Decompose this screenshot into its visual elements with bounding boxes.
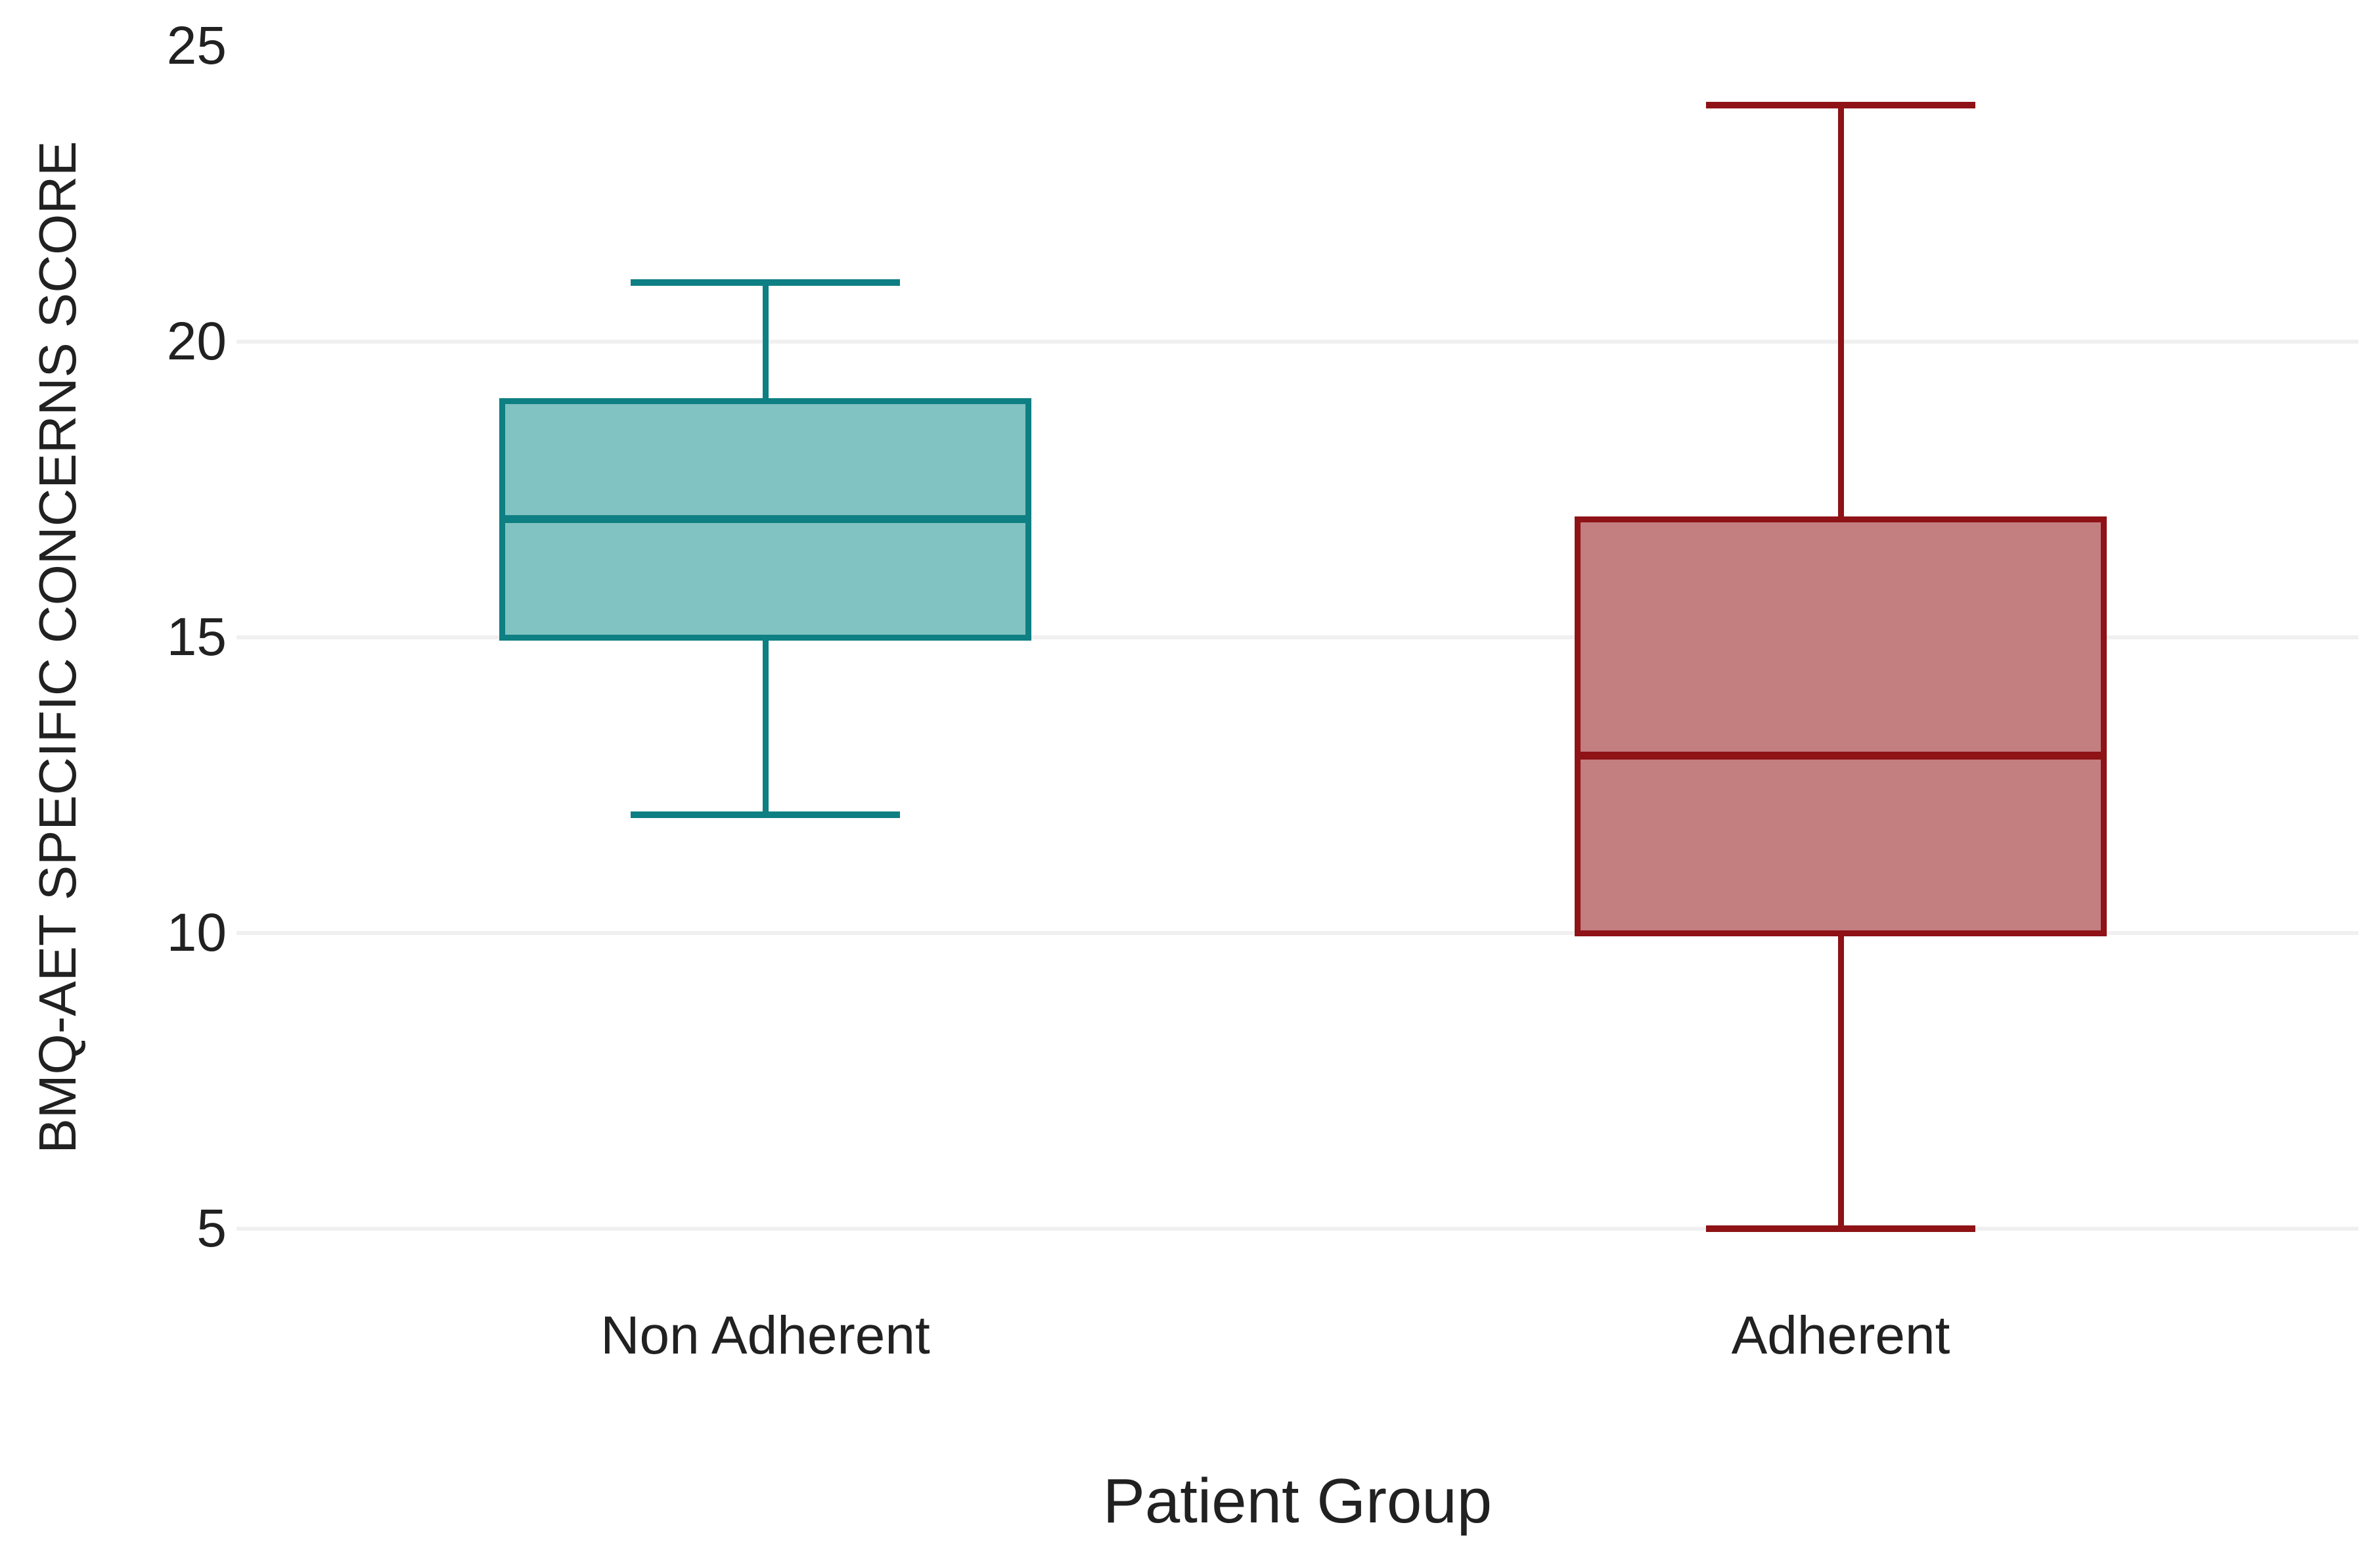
y-tick-label-20: 20 bbox=[166, 311, 227, 371]
gridline-y-15 bbox=[236, 635, 2358, 639]
whisker-cap-upper-non-adherent bbox=[631, 279, 900, 286]
whisker-lower-non-adherent bbox=[762, 637, 769, 815]
gridline-y-20 bbox=[236, 340, 2358, 344]
whisker-upper-adherent bbox=[1837, 105, 1844, 519]
y-tick-label-25: 25 bbox=[166, 16, 227, 76]
y-tick-label-5: 5 bbox=[196, 1198, 227, 1258]
whisker-upper-non-adherent bbox=[762, 283, 769, 401]
whisker-lower-adherent bbox=[1837, 933, 1844, 1229]
iqr-box-adherent bbox=[1575, 516, 2107, 936]
x-category-label-non-adherent: Non Adherent bbox=[600, 1306, 930, 1365]
y-axis-title-text: BMQ-AET SPECIFIC CONCERNS SCORE bbox=[28, 141, 87, 1154]
y-tick-label-15: 15 bbox=[166, 607, 227, 667]
median-line-adherent bbox=[1581, 752, 2101, 760]
median-line-non-adherent bbox=[505, 515, 1025, 523]
gridline-y-5 bbox=[236, 1227, 2358, 1231]
y-tick-label-10: 10 bbox=[166, 903, 227, 963]
whisker-cap-lower-adherent bbox=[1706, 1225, 1975, 1232]
x-axis-title: Patient Group bbox=[1102, 1466, 1493, 1536]
gridline-y-10 bbox=[236, 931, 2358, 935]
x-category-label-adherent: Adherent bbox=[1731, 1306, 1950, 1365]
whisker-cap-upper-adherent bbox=[1706, 102, 1975, 108]
whisker-cap-lower-non-adherent bbox=[631, 811, 900, 818]
